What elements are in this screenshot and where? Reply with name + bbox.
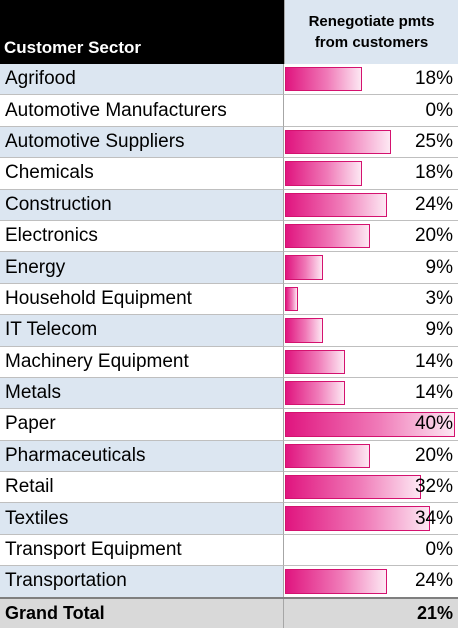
sector-label: Electronics [0,220,284,253]
bar-cell: 20% [284,220,458,253]
bar-cell: 14% [284,377,458,410]
data-bar [285,412,455,437]
value-label: 18% [414,162,453,184]
table-row: Retail 32% [0,472,458,504]
data-bar [285,475,421,500]
value-label: 14% [414,382,453,404]
table-row: Household Equipment 3% [0,283,458,316]
sector-label: Energy [0,252,284,284]
table-row: Transport Equipment 0% [0,534,458,567]
value-label: 14% [414,350,453,372]
table-row: IT Telecom 9% [0,315,458,347]
sector-label: Paper [0,409,284,441]
sector-label: Automotive Manufacturers [0,95,284,127]
data-bar [285,161,362,186]
bar-cell: 0% [284,95,458,127]
table-row: Automotive Manufacturers 0% [0,95,458,127]
table-row: Construction 24% [0,189,458,221]
value-label: 24% [414,193,453,215]
data-bar [285,129,392,155]
data-bar [285,67,362,92]
data-bar [285,318,324,343]
value-label: 34% [414,507,453,529]
bar-cell: 9% [284,315,458,347]
bar-cell: 24% [284,566,458,598]
data-bar [285,255,324,280]
table-row: Paper 40% [0,409,458,441]
table-body: Agrifood 18% Automotive Manufacturers 0% Aut… [0,64,458,598]
value-label: 40% [414,413,453,435]
bar-cell: 34% [284,503,458,535]
bar-cell: 40% [284,409,458,441]
grand-total-label: Grand Total [0,599,284,628]
sector-label: Retail [0,472,284,504]
sector-label: Automotive Suppliers [0,126,284,159]
value-label: 25% [414,130,453,152]
header-customer-sector: Customer Sector [0,0,284,64]
table-row: Machinery Equipment 14% [0,346,458,378]
data-bar [285,192,387,217]
table-row: Agrifood 18% [0,64,458,96]
value-label: 24% [414,570,453,592]
data-bar [285,443,370,469]
bar-cell: 14% [284,346,458,378]
table-row: Metals 14% [0,377,458,410]
bar-cell: 24% [284,189,458,221]
bar-cell: 3% [284,283,458,316]
value-label: 0% [425,539,453,561]
value-label: 20% [414,225,453,247]
data-bar [285,506,430,531]
bar-cell: 20% [284,440,458,473]
table-row: Energy 9% [0,252,458,284]
value-label: 0% [425,99,453,121]
sector-label: Transport Equipment [0,534,284,567]
table-row: Pharmaceuticals 20% [0,440,458,473]
bar-cell: 9% [284,252,458,284]
sector-label: Chemicals [0,158,284,190]
sector-label: Pharmaceuticals [0,440,284,473]
value-label: 20% [414,444,453,466]
sector-label: Construction [0,189,284,221]
bar-cell: 32% [284,472,458,504]
sector-label: IT Telecom [0,315,284,347]
value-label: 3% [425,287,453,309]
header-renegotiate-pmts: Renegotiate pmts from customers [284,0,458,64]
sector-label: Metals [0,377,284,410]
value-label: 9% [425,256,453,278]
table-row: Electronics 20% [0,220,458,253]
table-header: Customer Sector Renegotiate pmts from cu… [0,0,458,64]
grand-total-row: Grand Total 21% [0,597,458,628]
sector-label: Machinery Equipment [0,346,284,378]
data-bar [285,569,387,594]
value-label: 9% [425,319,453,341]
data-bar [285,349,345,374]
sector-label: Household Equipment [0,283,284,316]
sector-label: Transportation [0,566,284,598]
bar-cell: 25% [284,126,458,159]
data-bar [285,380,345,406]
sector-label: Textiles [0,503,284,535]
data-bar [285,223,370,249]
table-row: Chemicals 18% [0,158,458,190]
table-row: Automotive Suppliers 25% [0,126,458,159]
value-label: 18% [414,68,453,90]
table-row: Transportation 24% [0,566,458,598]
bar-cell: 18% [284,158,458,190]
bar-cell: 0% [284,534,458,567]
grand-total-value: 21% [416,603,453,623]
bar-cell: 18% [284,64,458,96]
table-row: Textiles 34% [0,503,458,535]
value-label: 32% [414,476,453,498]
sector-label: Agrifood [0,64,284,96]
data-bar [285,286,298,312]
